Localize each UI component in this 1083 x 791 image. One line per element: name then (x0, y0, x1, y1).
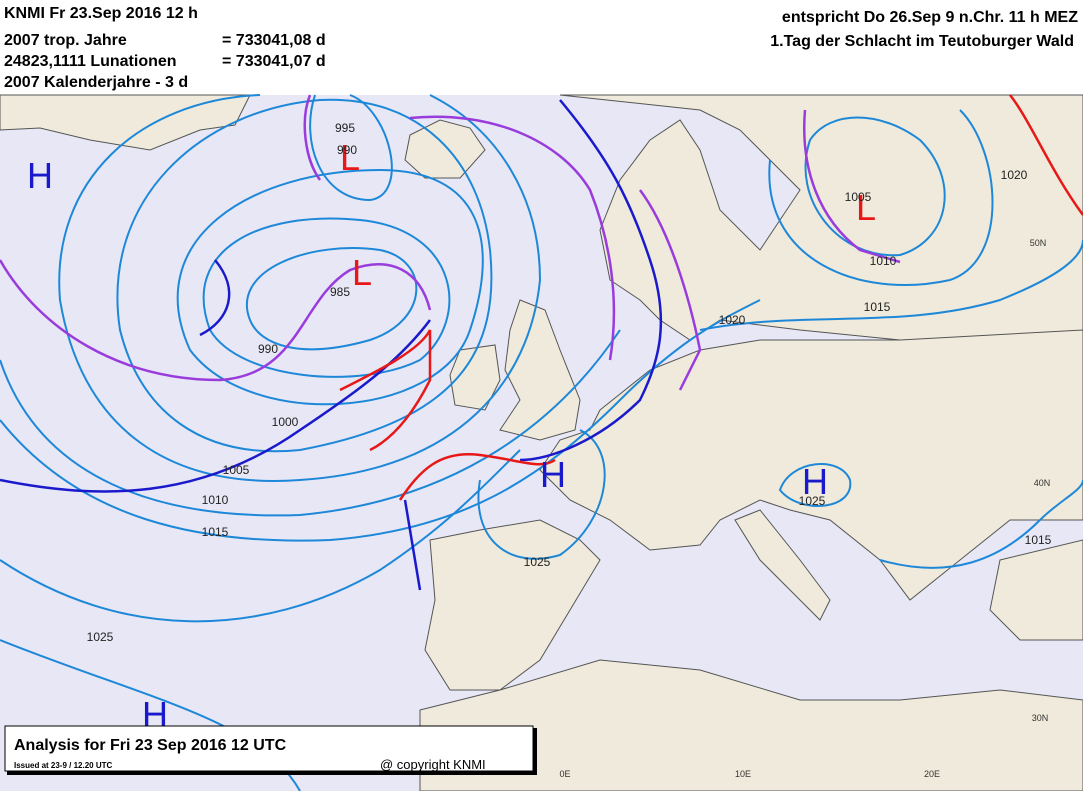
grid-label: 50N (1030, 238, 1047, 248)
pressure-center: L (352, 252, 372, 293)
pressure-center: H (27, 155, 53, 196)
isobar-label: 1020 (719, 313, 746, 327)
isobar-label: 1020 (1001, 168, 1028, 182)
isobar-label: 1005 (845, 190, 872, 204)
pressure-center: H (802, 461, 828, 502)
grid-label: 20E (924, 769, 940, 779)
header-left: KNMI Fr 23.Sep 2016 12 h 2007 trop. Jahr… (4, 5, 326, 91)
isobar-label: 995 (335, 121, 355, 135)
pressure-center: L (340, 137, 360, 178)
isobar-label: 1025 (87, 630, 114, 644)
fronts (0, 94, 1083, 591)
header-line: = 733041,07 d (222, 53, 326, 70)
header-right: entspricht Do 26.Sep 9 n.Chr. 11 h MEZ 1… (770, 9, 1078, 50)
isobar-label: 990 (337, 143, 357, 157)
isobar-label: 1015 (864, 300, 891, 314)
legend-copyright: @ copyright KNMI (380, 757, 486, 772)
pressure-center: L (856, 187, 876, 228)
isobar-label: 1000 (272, 415, 299, 429)
grid-label: 0E (559, 769, 570, 779)
grid-label: 10E (735, 769, 751, 779)
header-line: KNMI Fr 23.Sep 2016 12 h (4, 5, 198, 22)
header-line: entspricht Do 26.Sep 9 n.Chr. 11 h MEZ (782, 9, 1078, 26)
header-line: = 733041,08 d (222, 32, 326, 49)
header-line: 2007 trop. Jahre (4, 32, 127, 49)
header-line: 2007 Kalenderjahre - 3 d (4, 74, 188, 91)
isobar-label: 1025 (524, 555, 551, 569)
isobar-label: 1015 (1025, 533, 1052, 547)
map-labels: H LLH HLH995990985990100010051010101510251… (27, 121, 1052, 779)
isobar-label: 990 (258, 342, 278, 356)
pressure-center: H (540, 454, 566, 495)
isobar-label: 1010 (202, 493, 229, 507)
isobar-label: 1015 (202, 525, 229, 539)
legend-box: Analysis for Fri 23 Sep 2016 12 UTC Issu… (4, 725, 537, 775)
legend-issued: Issued at 23-9 / 12.20 UTC (14, 761, 112, 770)
grid-label: 40N (1034, 478, 1051, 488)
isobars (0, 94, 1083, 791)
isobar-label: 985 (330, 285, 350, 299)
header-line: 24823,1111 Lunationen (4, 53, 177, 70)
isobar-label: 1025 (799, 494, 826, 508)
grid-label: 30N (1032, 713, 1049, 723)
legend-title: Analysis for Fri 23 Sep 2016 12 UTC (14, 737, 287, 754)
isobar-label: 1010 (870, 254, 897, 268)
isobar-label: 1005 (223, 463, 250, 477)
header-line: 1.Tag der Schlacht im Teutoburger Wald (770, 33, 1074, 50)
